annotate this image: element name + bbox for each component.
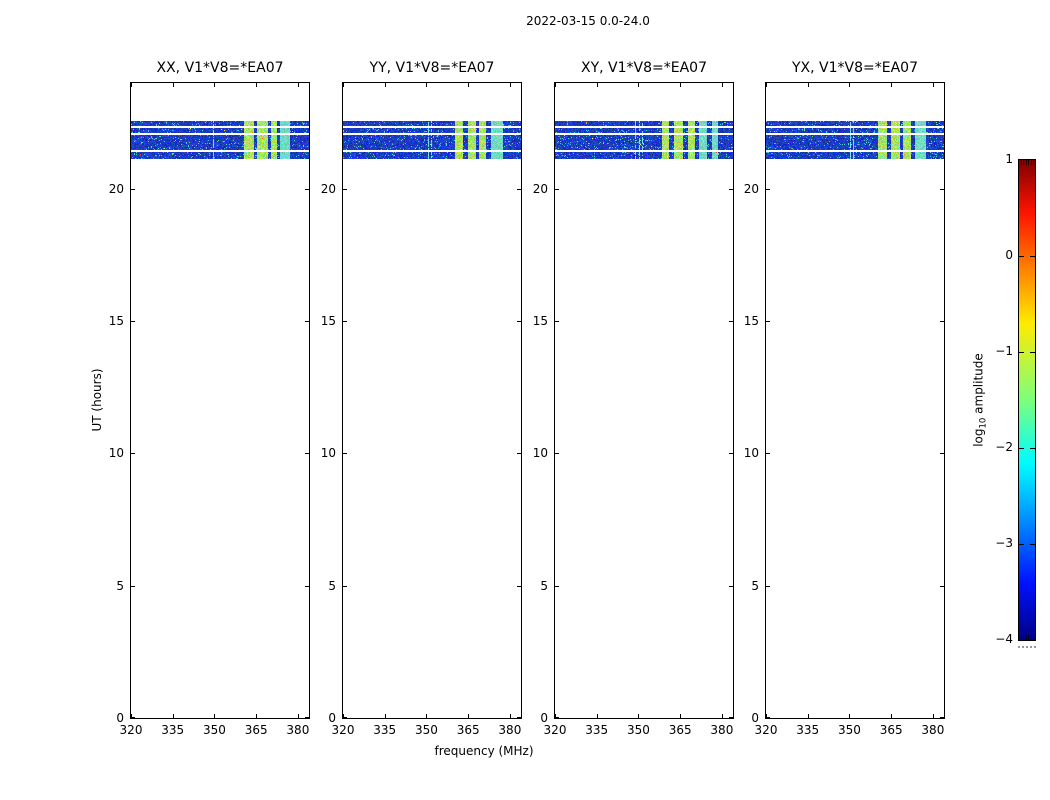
colorbar-tick [1030,448,1035,449]
colorbar-minor-tick [1028,160,1030,165]
spectrogram-panel-xx [130,82,310,719]
x-axis-label: frequency (MHz) [434,744,534,758]
colorbar-tick [1030,352,1035,353]
y-tick-label: 20 [320,181,336,196]
spectrogram-panel-yy [342,82,522,719]
x-tick-label: 335 [373,723,397,737]
colorbar-gradient [1019,160,1035,640]
colorbar-minor-tick [1023,635,1025,640]
colorbar-frame [1018,159,1036,641]
x-tick-label: 365 [456,723,480,737]
y-tick-label: 20 [743,181,759,196]
y-tick-label: 5 [116,578,124,593]
colorbar-tick [1019,544,1024,545]
x-tick-label: 335 [161,723,185,737]
y-tick-label: 10 [320,446,336,461]
x-tick-label: 365 [244,723,268,737]
colorbar-minor-tick [1033,160,1034,165]
x-tick-label: 320 [754,723,778,737]
colorbar-tick-label: −1 [995,344,1013,358]
x-tick-label: 380 [710,723,734,737]
x-tick-label: 320 [119,723,143,737]
panel-title-xx: XX, V1*V8=*EA07 [156,60,284,76]
x-tick-label: 350 [626,723,650,737]
colorbar-minor-tick [1023,160,1025,165]
colorbar-minor-tick [1021,635,1022,640]
colorbar-minor-tick [1033,635,1034,640]
colorbar-tick [1019,256,1024,257]
x-tick-label: 335 [796,723,820,737]
colorbar-minor-tick [1030,635,1032,640]
y-tick-label: 10 [743,446,759,461]
y-tick-label: 0 [751,711,759,725]
colorbar-tick [1030,256,1035,257]
y-tick-label: 15 [532,314,548,329]
figure-title: 2022-03-15 0.0-24.0 [526,14,650,28]
y-tick-label: 5 [328,578,336,593]
x-tick-label: 320 [543,723,567,737]
y-tick-label: 15 [320,314,336,329]
panel-title-yx: YX, V1*V8=*EA07 [792,60,918,76]
colorbar-minor-tick [1030,160,1032,165]
spectrogram-canvas-yx [766,83,944,718]
colorbar-tick [1030,544,1035,545]
y-tick-label: 5 [540,578,548,593]
y-tick-label: 20 [532,181,548,196]
y-tick-label: 10 [108,446,124,461]
x-tick-label: 335 [585,723,609,737]
x-tick-label: 350 [837,723,861,737]
colorbar-minor-tick [1025,635,1027,640]
spectrogram-canvas-xy [555,83,733,718]
colorbar-minor-tick [1028,635,1030,640]
colorbar-label-sub: 10 [978,417,989,429]
colorbar-tick-label: −3 [995,536,1013,550]
spectrogram-canvas-xx [131,83,309,718]
colorbar-minor-tick [1021,160,1022,165]
y-tick-label: 0 [116,711,124,725]
y-axis-label: UT (hours) [90,368,104,432]
colorbar-tick-label: 0 [1005,248,1013,262]
colorbar-tick-label: −4 [995,632,1013,646]
x-tick-label: 320 [331,723,355,737]
x-tick-label: 350 [202,723,226,737]
y-tick-label: 15 [108,314,124,329]
colorbar-tick [1019,448,1024,449]
colorbar-minor-dots [1018,646,1036,648]
colorbar-tick [1019,352,1024,353]
panel-title-xy: XY, V1*V8=*EA07 [581,60,707,76]
x-tick-label: 380 [498,723,522,737]
spectrogram-canvas-yy [343,83,521,718]
y-tick-label: 0 [540,711,548,725]
colorbar-label-suffix: amplitude [971,353,986,418]
y-tick-label: 20 [108,181,124,196]
colorbar-tick-label: −2 [995,440,1013,454]
x-tick-label: 365 [668,723,692,737]
colorbar-tick-label: 1 [1005,152,1013,166]
y-tick-label: 15 [743,314,759,329]
spectrogram-panel-yx [765,82,945,719]
x-tick-label: 380 [921,723,945,737]
colorbar-label: log10 amplitude [971,353,988,447]
x-tick-label: 365 [879,723,903,737]
colorbar-minor-tick [1025,160,1027,165]
y-tick-label: 5 [751,578,759,593]
x-tick-label: 380 [286,723,310,737]
y-tick-label: 0 [328,711,336,725]
y-tick-label: 10 [532,446,548,461]
x-tick-label: 350 [414,723,438,737]
panel-title-yy: YY, V1*V8=*EA07 [369,60,495,76]
spectrogram-panel-xy [554,82,734,719]
